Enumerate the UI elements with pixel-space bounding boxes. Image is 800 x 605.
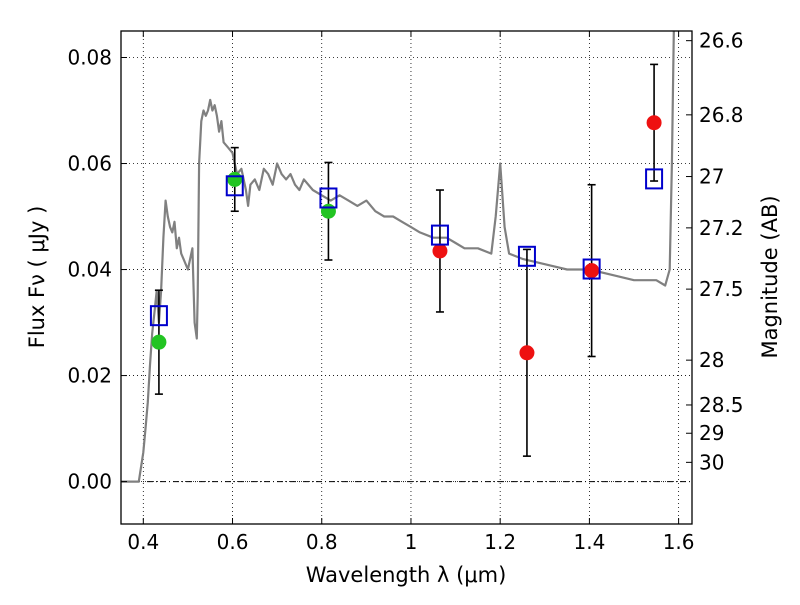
- y-axis-label: Flux Fν ( μJy ): [25, 206, 49, 349]
- sed-model-layer: [121, 31, 675, 483]
- model-photometry-marker: [149, 305, 168, 327]
- plot-background: [121, 31, 692, 524]
- x-tick-label: 0.8: [306, 530, 338, 554]
- data-points: [149, 115, 664, 361]
- data-point: [646, 115, 662, 131]
- data-point: [519, 345, 535, 361]
- axis-ticks: 0.4 0.6 0.8 1 1.2 1.4 1.6 0.00 0.02 0.04 0.06 0.08 2…: [67, 29, 743, 554]
- mag-tick-label: 26.6: [699, 29, 744, 53]
- mag-tick-label: 26.8: [699, 103, 744, 127]
- plot-frame: [120, 30, 693, 525]
- data-point: [320, 203, 336, 219]
- y-tick-label: 0.08: [67, 46, 112, 70]
- mag-tick-label: 28: [699, 348, 724, 372]
- model-photometry-marker: [319, 187, 338, 209]
- y-tick-label: 0.04: [67, 258, 112, 282]
- y-tick-label: 0.02: [67, 364, 112, 388]
- x-axis-label: Wavelength λ (μm): [306, 563, 507, 587]
- x-tick-label: 0.4: [127, 530, 159, 554]
- model-photometry-marker: [645, 168, 664, 190]
- mag-tick-label: 29: [699, 421, 724, 445]
- mag-tick-label: 27: [699, 165, 724, 189]
- model-photometry-marker: [430, 224, 449, 246]
- model-photometry-marker: [582, 258, 601, 280]
- mag-tick-label: 27.5: [699, 277, 744, 301]
- y-tick-label: 0.06: [67, 152, 112, 176]
- mag-tick-label: 30: [699, 450, 724, 474]
- y2-axis-label: Magnitude (AB): [758, 195, 782, 358]
- x-tick-label: 1.6: [663, 530, 695, 554]
- data-point: [151, 334, 167, 350]
- data-point: [432, 243, 448, 259]
- mag-tick-label: 28.5: [699, 393, 744, 417]
- x-tick-label: 0.6: [217, 530, 249, 554]
- model-photometry-marker: [225, 175, 244, 197]
- mag-tick-label: 27.2: [699, 216, 744, 240]
- data-point: [227, 171, 243, 187]
- model-photometry-marker: [517, 245, 536, 267]
- sed-model-curve: [121, 31, 675, 483]
- x-tick-label: 1: [405, 530, 418, 554]
- y-tick-label: 0.00: [67, 470, 112, 494]
- data-point: [584, 263, 600, 279]
- x-tick-label: 1.2: [484, 530, 516, 554]
- x-tick-label: 1.4: [573, 530, 605, 554]
